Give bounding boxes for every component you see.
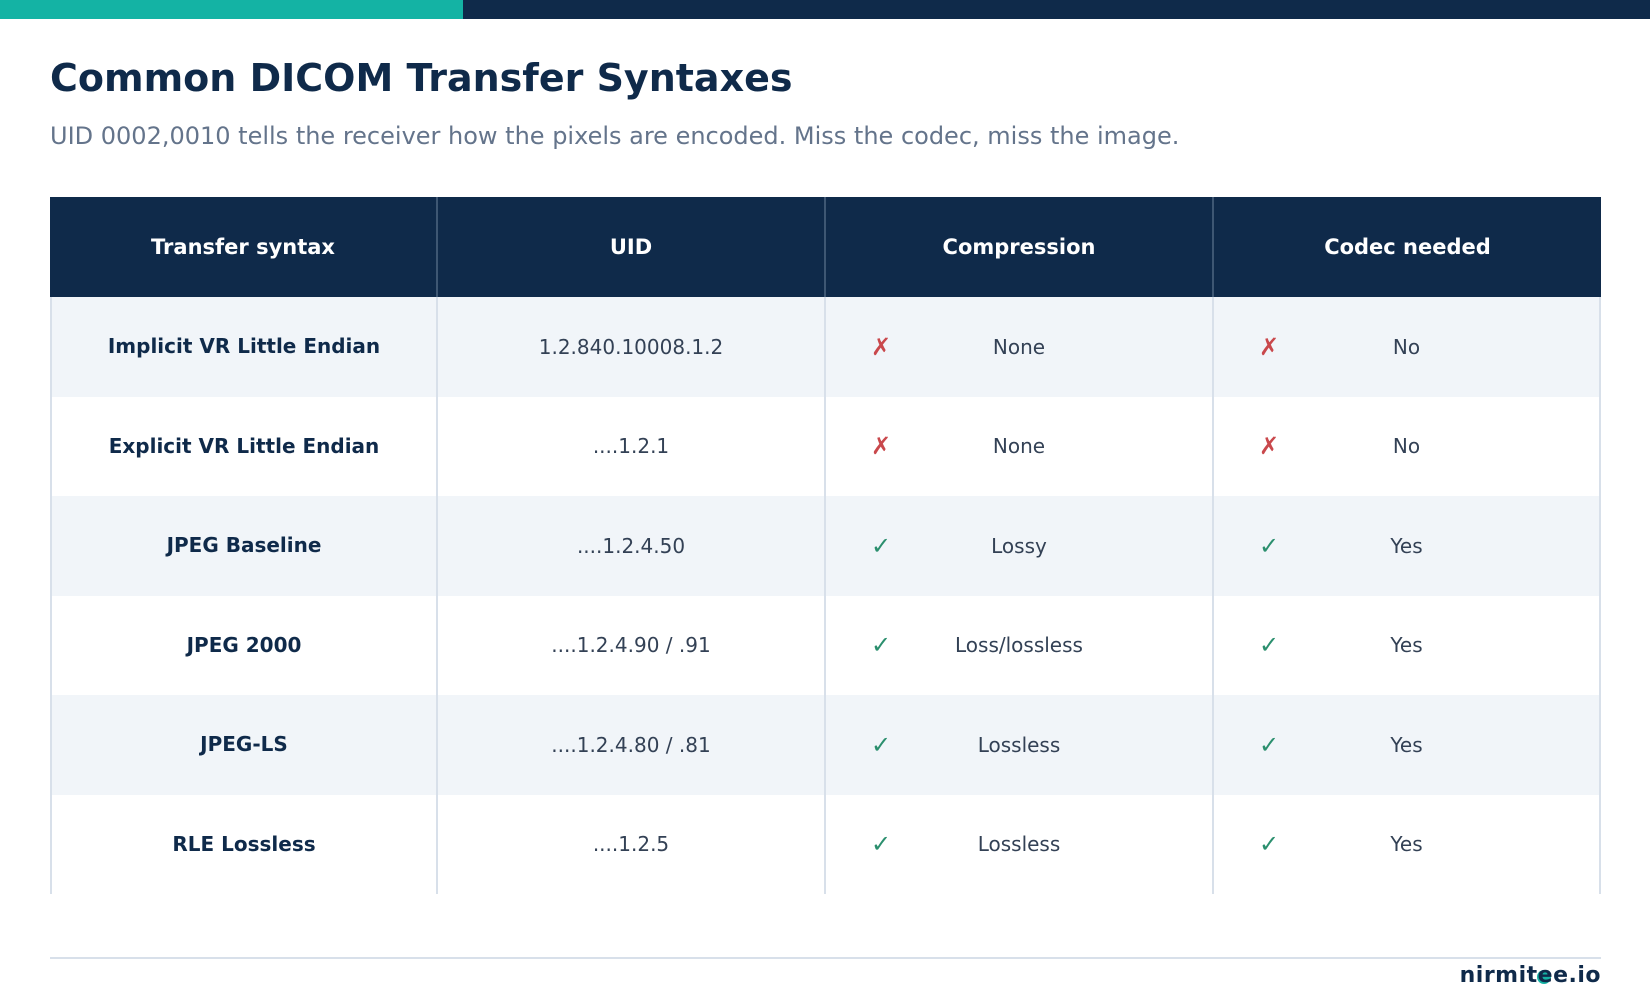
check-icon: ✓ — [871, 830, 892, 859]
syntax-uid: ....1.2.1 — [438, 396, 826, 496]
check-icon: ✓ — [871, 730, 892, 759]
cross-icon: ✗ — [1259, 332, 1280, 361]
syntax-uid: ....1.2.4.80 / .81 — [438, 695, 826, 795]
compression-cell: ✓ Lossless — [826, 794, 1214, 894]
compression-value: Lossless — [977, 732, 1061, 757]
table-row: Implicit VR Little Endian 1.2.840.10008.… — [50, 297, 1601, 397]
compression-cell: ✓ Loss/lossless — [826, 595, 1214, 695]
compression-cell: ✗ None — [826, 396, 1214, 496]
codec-cell: ✓ Yes — [1214, 794, 1601, 894]
table-row: JPEG-LS ....1.2.4.80 / .81 ✓ Lossless ✓ … — [50, 695, 1601, 795]
header-compression: Compression — [826, 197, 1214, 297]
codec-value: Yes — [1390, 732, 1423, 757]
syntax-name: RLE Lossless — [50, 794, 438, 894]
codec-cell: ✓ Yes — [1214, 595, 1601, 695]
table-row: Explicit VR Little Endian ....1.2.1 ✗ No… — [50, 396, 1601, 496]
syntax-uid: ....1.2.5 — [438, 794, 826, 894]
codec-cell: ✓ Yes — [1214, 496, 1601, 596]
codec-value: Yes — [1390, 533, 1423, 558]
syntax-name: JPEG Baseline — [50, 496, 438, 596]
transfer-syntax-table: Transfer syntax UID Compression Codec ne… — [50, 197, 1601, 894]
check-icon: ✓ — [1259, 631, 1280, 660]
syntax-name: JPEG 2000 — [50, 595, 438, 695]
table-row: RLE Lossless ....1.2.5 ✓ Lossless ✓ Yes — [50, 794, 1601, 894]
codec-cell: ✓ Yes — [1214, 695, 1601, 795]
codec-value: Yes — [1390, 633, 1423, 658]
codec-value: Yes — [1390, 832, 1423, 857]
compression-cell: ✗ None — [826, 297, 1214, 397]
header-transfer-syntax: Transfer syntax — [50, 197, 438, 297]
check-icon: ✓ — [1259, 531, 1280, 560]
check-icon: ✓ — [1259, 730, 1280, 759]
header-uid: UID — [438, 197, 826, 297]
syntax-name: JPEG-LS — [50, 695, 438, 795]
brand-dot-icon — [1537, 970, 1551, 984]
check-icon: ✓ — [1259, 830, 1280, 859]
table-header: Transfer syntax UID Compression Codec ne… — [50, 197, 1601, 297]
footer-divider — [50, 957, 1601, 959]
table-row: JPEG Baseline ....1.2.4.50 ✓ Lossy ✓ Yes — [50, 496, 1601, 596]
brand-logo: nirmitee.io — [1459, 963, 1601, 988]
check-icon: ✓ — [871, 631, 892, 660]
syntax-name: Implicit VR Little Endian — [50, 297, 438, 397]
compression-cell: ✓ Lossy — [826, 496, 1214, 596]
compression-value: None — [992, 434, 1046, 459]
syntax-uid: ....1.2.4.50 — [438, 496, 826, 596]
codec-value: No — [1392, 434, 1421, 459]
compression-value: Lossless — [977, 832, 1061, 857]
cross-icon: ✗ — [1259, 432, 1280, 461]
cross-icon: ✗ — [871, 432, 892, 461]
compression-cell: ✓ Lossless — [826, 695, 1214, 795]
codec-cell: ✗ No — [1214, 396, 1601, 496]
page-title: Common DICOM Transfer Syntaxes — [50, 56, 793, 100]
codec-value: No — [1392, 334, 1421, 359]
syntax-uid: 1.2.840.10008.1.2 — [438, 297, 826, 397]
syntax-name: Explicit VR Little Endian — [50, 396, 438, 496]
syntax-uid: ....1.2.4.90 / .91 — [438, 595, 826, 695]
page-subtitle: UID 0002,0010 tells the receiver how the… — [50, 122, 1180, 150]
top-bar — [0, 0, 1650, 19]
compression-value: Loss/lossless — [955, 633, 1083, 658]
compression-value: None — [992, 334, 1046, 359]
top-bar-accent — [0, 0, 463, 19]
check-icon: ✓ — [871, 531, 892, 560]
table-row: JPEG 2000 ....1.2.4.90 / .91 ✓ Loss/loss… — [50, 595, 1601, 695]
codec-cell: ✗ No — [1214, 297, 1601, 397]
header-codec-needed: Codec needed — [1324, 235, 1491, 259]
cross-icon: ✗ — [871, 332, 892, 361]
compression-value: Lossy — [991, 533, 1047, 558]
